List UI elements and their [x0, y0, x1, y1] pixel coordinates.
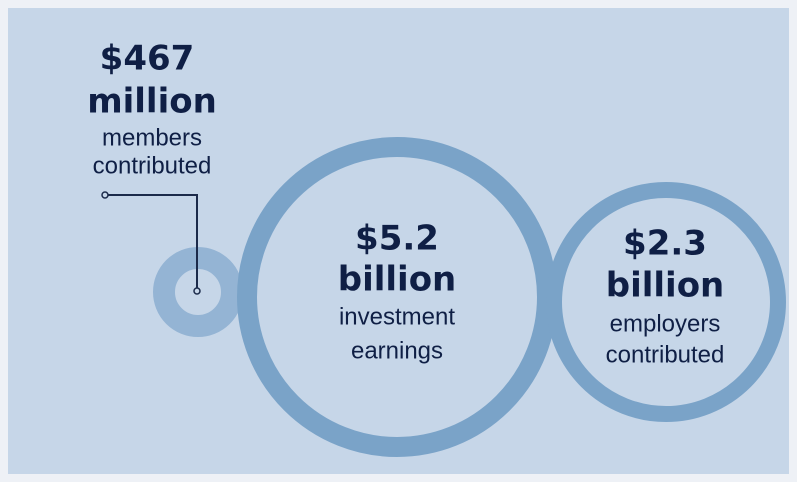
- connector-end: [193, 287, 201, 295]
- connector-end: [101, 191, 109, 199]
- amount: $5.2: [355, 219, 439, 259]
- label: earnings: [351, 337, 443, 364]
- medium-ring: [546, 182, 786, 422]
- label: contributed: [93, 152, 212, 179]
- label: contributed: [606, 341, 725, 368]
- label: investment: [339, 303, 455, 330]
- unit: billion: [338, 260, 457, 300]
- label: members: [102, 124, 202, 151]
- unit: million: [87, 82, 217, 122]
- connector: [105, 194, 198, 291]
- label: employers: [610, 310, 721, 337]
- unit: billion: [606, 266, 725, 306]
- amount: $467: [100, 39, 195, 79]
- amount: $2.3: [623, 224, 707, 264]
